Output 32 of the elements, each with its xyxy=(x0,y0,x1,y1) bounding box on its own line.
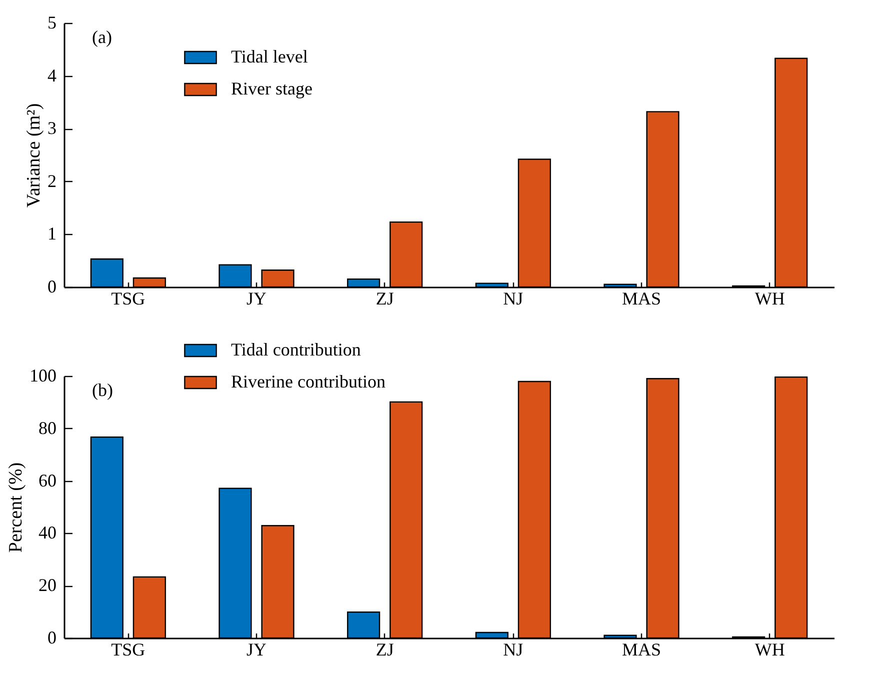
y-tick-label: 3 xyxy=(48,118,56,138)
x-tick-label: JY xyxy=(246,288,267,308)
x-tick-label: NJ xyxy=(503,288,524,308)
y-axis-title: Percent (%) xyxy=(6,462,26,553)
x-tick-label: ZJ xyxy=(376,288,394,308)
x-tick-label: TSG xyxy=(111,640,146,660)
legend-label: River stage xyxy=(231,78,312,98)
x-tick-label: ZJ xyxy=(376,640,394,660)
legend-label: Tidal contribution xyxy=(231,340,361,360)
y-tick-label: 2 xyxy=(48,170,56,191)
x-tick-label: WH xyxy=(754,640,785,660)
x-tick-label: JY xyxy=(246,640,267,660)
annotation: (a) xyxy=(92,27,112,47)
y-tick-label: 100 xyxy=(30,366,56,386)
legend-label: Riverine contribution xyxy=(231,372,386,392)
y-tick-label: 1 xyxy=(48,224,56,244)
annotation: (b) xyxy=(92,380,113,400)
y-tick-label: 0 xyxy=(48,628,56,648)
y-tick-label: 60 xyxy=(38,470,56,490)
y-tick-label: 4 xyxy=(48,65,56,86)
x-tick-label: TSG xyxy=(111,288,146,308)
y-tick-label: 80 xyxy=(38,418,56,438)
x-tick-label: NJ xyxy=(503,640,524,660)
y-tick-label: 40 xyxy=(38,522,56,543)
legend-label: Tidal level xyxy=(231,46,308,66)
y-tick-label: 0 xyxy=(48,276,56,296)
y-tick-label: 20 xyxy=(38,575,56,596)
x-tick-label: MAS xyxy=(622,640,662,660)
x-tick-label: WH xyxy=(754,288,785,308)
y-axis-title: Variance (m²) xyxy=(24,103,44,208)
x-tick-label: MAS xyxy=(622,288,662,308)
y-tick-label: 5 xyxy=(48,12,56,32)
